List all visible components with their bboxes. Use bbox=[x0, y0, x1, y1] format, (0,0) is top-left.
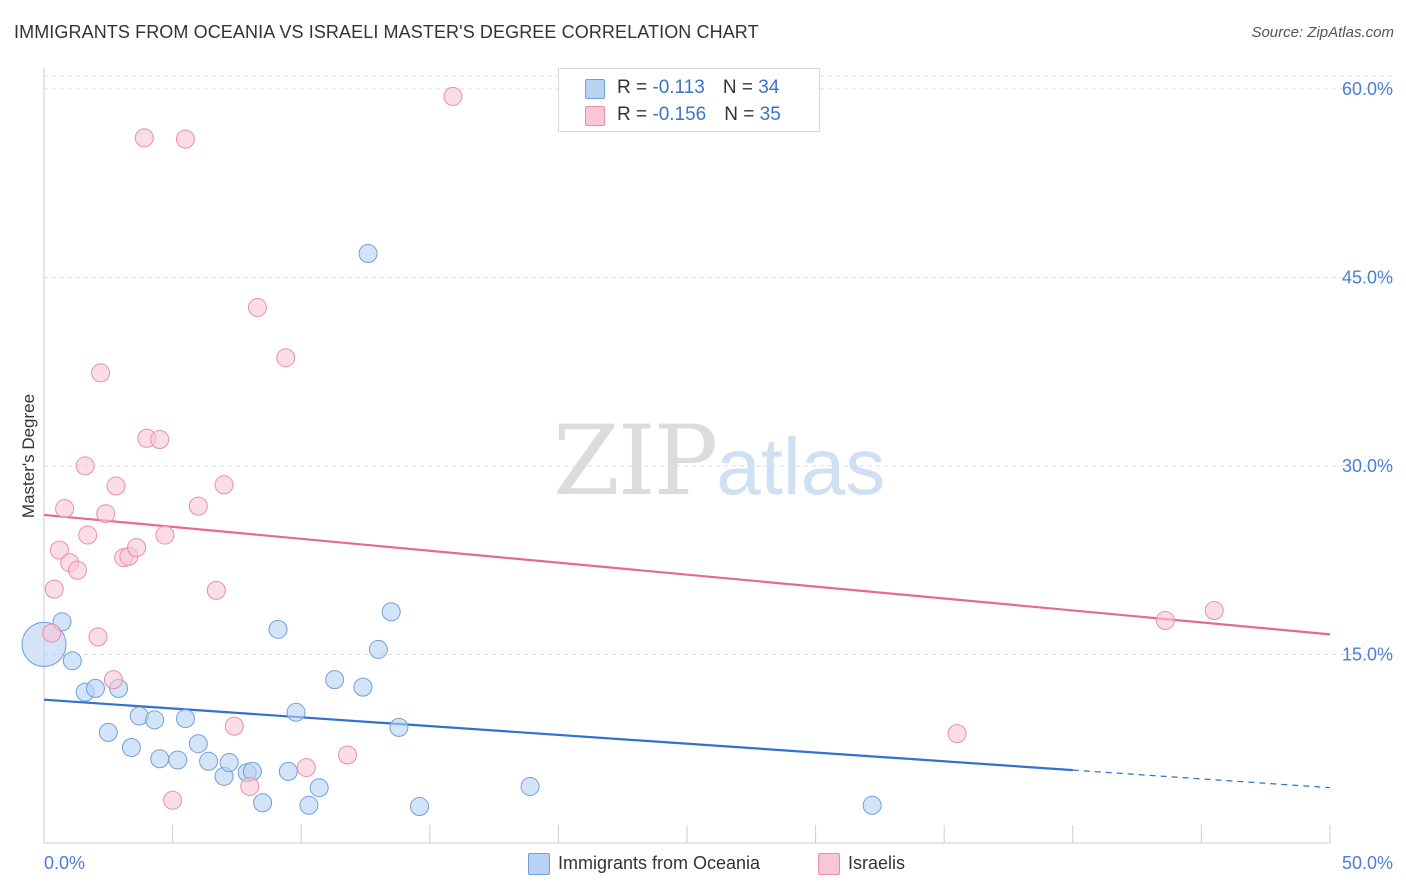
legend-n-label: N = bbox=[724, 104, 760, 125]
point-israelis bbox=[1155, 611, 1175, 631]
point-oceania bbox=[98, 722, 118, 742]
correlation-legend: R = -0.113 N = 34 R = -0.156 N = 35 bbox=[558, 68, 820, 132]
point-oceania bbox=[381, 602, 401, 622]
watermark-zip: ZIP bbox=[553, 405, 718, 517]
point-oceania bbox=[145, 710, 165, 730]
point-israelis bbox=[175, 129, 195, 149]
point-oceania bbox=[286, 702, 306, 722]
legend-r-label: R = bbox=[617, 104, 653, 125]
point-israelis bbox=[296, 758, 316, 778]
point-israelis bbox=[55, 499, 75, 519]
point-oceania bbox=[309, 778, 329, 798]
legend-n-value: 35 bbox=[759, 104, 781, 125]
point-oceania bbox=[410, 797, 430, 817]
point-israelis bbox=[91, 363, 111, 383]
point-israelis bbox=[224, 716, 244, 736]
point-oceania bbox=[862, 795, 882, 815]
point-israelis bbox=[188, 496, 208, 516]
watermark-atlas: atlas bbox=[716, 422, 886, 511]
legend-swatch-blue bbox=[528, 853, 550, 875]
axes bbox=[43, 68, 1331, 844]
y-tick-label: 15.0% bbox=[1342, 644, 1393, 664]
point-oceania bbox=[121, 737, 141, 757]
point-israelis bbox=[163, 790, 183, 810]
x-tick-label: 0.0% bbox=[44, 853, 85, 873]
point-israelis bbox=[75, 456, 95, 476]
legend-swatch-pink bbox=[818, 853, 840, 875]
point-oceania bbox=[150, 749, 170, 769]
point-oceania bbox=[389, 717, 409, 737]
point-israelis bbox=[42, 623, 62, 643]
point-israelis bbox=[947, 724, 967, 744]
y-axis-label: Master's Degree bbox=[19, 394, 38, 518]
series-legend: Immigrants from Oceania Israelis bbox=[0, 852, 1406, 878]
point-israelis bbox=[155, 525, 175, 545]
source-label: Source: ZipAtlas.com bbox=[1251, 24, 1394, 41]
x-tick-label: 50.0% bbox=[1342, 853, 1393, 873]
point-oceania bbox=[219, 753, 239, 773]
gridlines bbox=[44, 75, 1395, 655]
y-tick-label: 45.0% bbox=[1342, 267, 1393, 287]
point-oceania bbox=[253, 793, 273, 813]
data-points bbox=[21, 86, 1224, 817]
point-israelis bbox=[247, 298, 267, 318]
point-israelis bbox=[103, 670, 123, 690]
point-israelis bbox=[134, 128, 154, 148]
point-israelis bbox=[67, 560, 87, 580]
trend-lines bbox=[43, 513, 1331, 789]
point-israelis bbox=[206, 580, 226, 600]
point-oceania bbox=[520, 776, 540, 796]
legend-r-value: -0.156 bbox=[652, 104, 707, 125]
point-oceania bbox=[268, 619, 288, 639]
point-israelis bbox=[1204, 600, 1224, 620]
legend-label-oceania: Immigrants from Oceania bbox=[558, 853, 761, 873]
point-israelis bbox=[127, 538, 147, 558]
watermark: ZIPatlas bbox=[553, 405, 885, 517]
point-israelis bbox=[240, 776, 260, 796]
point-oceania bbox=[358, 244, 378, 264]
point-israelis bbox=[276, 348, 296, 368]
chart-title: IMMIGRANTS FROM OCEANIA VS ISRAELI MASTE… bbox=[14, 22, 759, 42]
point-oceania bbox=[278, 761, 298, 781]
y-tick-label: 30.0% bbox=[1342, 456, 1393, 476]
point-oceania bbox=[353, 677, 373, 697]
point-israelis bbox=[150, 430, 170, 450]
point-israelis bbox=[49, 540, 69, 560]
point-israelis bbox=[44, 579, 64, 599]
point-israelis bbox=[78, 525, 98, 545]
tick-labels: 15.0% 30.0% 45.0% 60.0% 0.0% 50.0% bbox=[44, 79, 1393, 873]
trend-line-oceania bbox=[43, 698, 1073, 772]
point-israelis bbox=[443, 86, 463, 106]
point-oceania bbox=[175, 709, 195, 729]
legend-n-value: 34 bbox=[758, 77, 780, 98]
point-oceania bbox=[188, 734, 208, 754]
legend-label-israelis: Israelis bbox=[848, 853, 906, 873]
point-israelis bbox=[214, 475, 234, 495]
point-oceania bbox=[168, 750, 188, 770]
point-oceania bbox=[62, 651, 82, 671]
legend-r-value: -0.113 bbox=[652, 77, 705, 98]
legend-n-label: N = bbox=[722, 77, 759, 98]
point-israelis bbox=[106, 476, 126, 496]
point-israelis bbox=[88, 627, 108, 647]
point-oceania bbox=[199, 751, 219, 771]
legend-swatch-pink bbox=[585, 106, 605, 126]
point-oceania bbox=[85, 678, 105, 698]
point-israelis bbox=[337, 745, 357, 765]
legend-swatch-blue bbox=[585, 79, 605, 99]
legend-r-label: R = bbox=[617, 77, 653, 98]
trend-line-oceania-extension bbox=[1072, 769, 1331, 789]
point-oceania bbox=[368, 639, 388, 659]
y-tick-label: 60.0% bbox=[1342, 79, 1393, 99]
point-oceania bbox=[325, 670, 345, 690]
point-israelis bbox=[96, 504, 116, 524]
point-oceania bbox=[299, 795, 319, 815]
trend-line-israelis bbox=[43, 513, 1331, 636]
